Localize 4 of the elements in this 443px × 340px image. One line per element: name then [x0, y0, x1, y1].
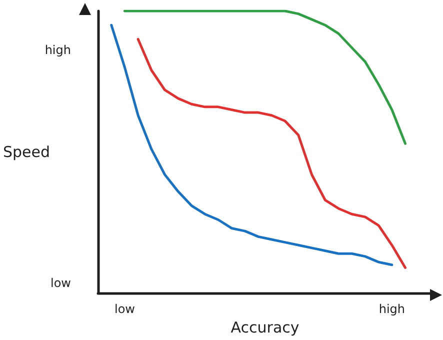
text: low — [50, 276, 71, 290]
text: high — [44, 42, 71, 57]
x-axis-title: Accuracy — [230, 318, 300, 336]
y-axis-title: Speed — [2, 143, 50, 162]
